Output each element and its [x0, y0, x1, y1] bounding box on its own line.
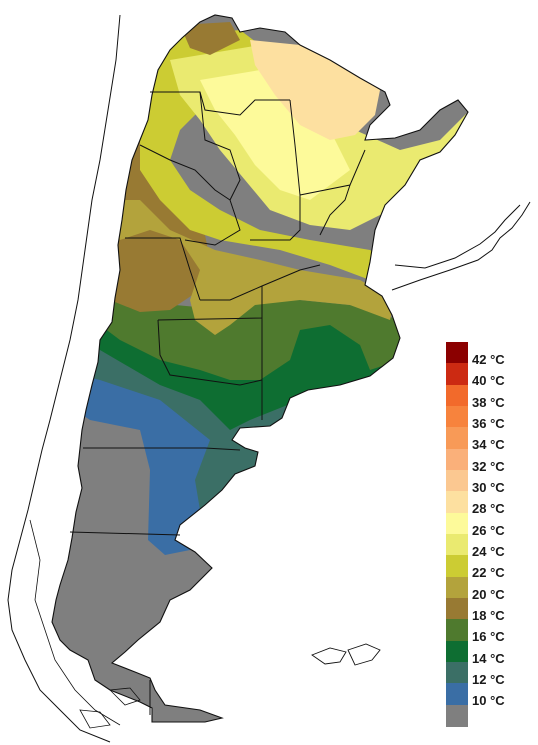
legend-row-12: 12 °C: [446, 661, 536, 686]
legend-swatch-32: [446, 448, 468, 471]
legend-swatch-10: [446, 683, 468, 706]
legend-label-32: 32 °C: [472, 458, 505, 474]
legend-row-26: 26 °C: [446, 512, 536, 537]
legend-label-30: 30 °C: [472, 479, 505, 495]
legend-label-42: 42 °C: [472, 352, 505, 367]
argentina-outline: [51, 14, 469, 723]
legend-swatch-16: [446, 619, 468, 642]
legend-swatch-36: [446, 405, 468, 428]
legend-row-22: 22 °C: [446, 555, 536, 580]
legend-label-36: 36 °C: [472, 415, 505, 431]
legend-row-34: 34 °C: [446, 427, 536, 452]
legend-row-30: 30 °C: [446, 469, 536, 494]
east-coastline: [391, 201, 531, 291]
legend-swatch-42: [446, 342, 468, 364]
province-borders: [69, 91, 366, 715]
legend-label-10: 10 °C: [472, 693, 505, 709]
legend-label-20: 20 °C: [472, 586, 505, 602]
legend-swatch-12: [446, 661, 468, 684]
legend-swatch-34: [446, 427, 468, 450]
legend-row-38: 38 °C: [446, 384, 536, 409]
legend-label-24: 24 °C: [472, 543, 505, 559]
legend-row-14: 14 °C: [446, 640, 536, 665]
legend-label-26: 26 °C: [472, 522, 505, 538]
legend-swatch-40: [446, 363, 468, 386]
southern-islands: [79, 687, 141, 729]
legend-swatch-38: [446, 384, 468, 407]
legend-swatch-18: [446, 597, 468, 620]
legend-label-38: 38 °C: [472, 394, 505, 410]
falkland-islands: [311, 643, 381, 666]
temperature-legend: 42 °C 40 °C 38 °C 36 °C 34 °C 32 °C 30 °…: [446, 342, 536, 727]
legend-swatch-20: [446, 576, 468, 599]
legend-row-10: 10 °C: [446, 683, 536, 708]
legend-swatch-24: [446, 533, 468, 556]
legend-label-34: 34 °C: [472, 437, 505, 453]
legend-label-40: 40 °C: [472, 373, 505, 389]
legend-row-16: 16 °C: [446, 619, 536, 644]
legend-label-22: 22 °C: [472, 565, 505, 581]
chile-coast-inner: [29, 519, 121, 726]
legend-swatch-22: [446, 555, 468, 578]
legend-row-32: 32 °C: [446, 448, 536, 473]
legend-swatch-below: [446, 704, 468, 727]
chile-coastline: [7, 14, 121, 743]
legend-label-28: 28 °C: [472, 501, 505, 517]
legend-label-16: 16 °C: [472, 629, 505, 645]
legend-row-40: 40 °C: [446, 363, 536, 388]
legend-row-below: [446, 704, 536, 727]
legend-row-20: 20 °C: [446, 576, 536, 601]
uruguay-coast: [394, 204, 521, 269]
legend-row-42: 42 °C: [446, 342, 536, 367]
legend-swatch-14: [446, 640, 468, 663]
legend-row-28: 28 °C: [446, 491, 536, 516]
legend-row-18: 18 °C: [446, 597, 536, 622]
legend-label-12: 12 °C: [472, 671, 505, 687]
legend-row-36: 36 °C: [446, 405, 536, 430]
legend-label-18: 18 °C: [472, 607, 505, 623]
legend-swatch-28: [446, 491, 468, 514]
legend-swatch-30: [446, 469, 468, 492]
legend-row-24: 24 °C: [446, 533, 536, 558]
legend-label-14: 14 °C: [472, 650, 505, 666]
legend-swatch-26: [446, 512, 468, 535]
